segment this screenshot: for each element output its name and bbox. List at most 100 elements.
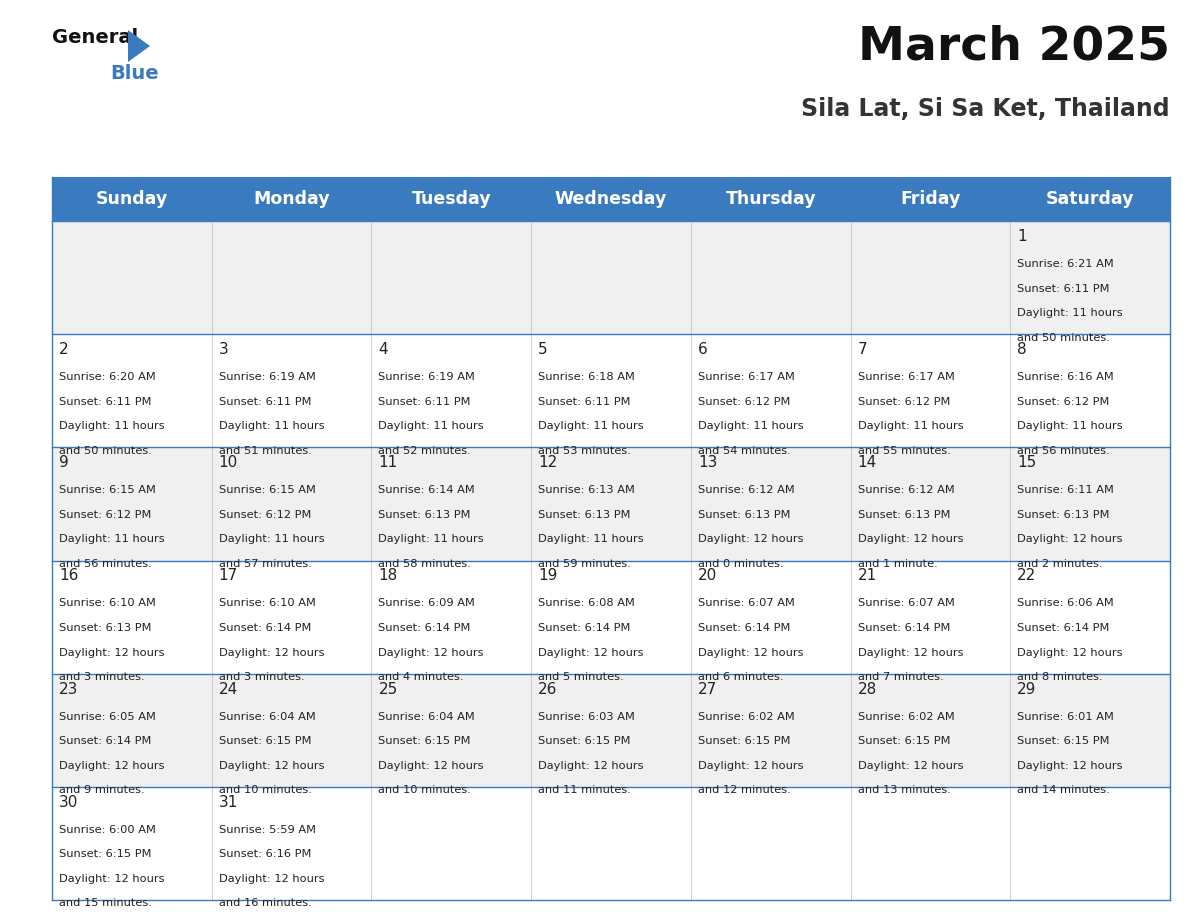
- Text: 31: 31: [219, 795, 238, 810]
- Bar: [52, 787, 1170, 900]
- Text: 5: 5: [538, 342, 548, 357]
- Text: Daylight: 11 hours: Daylight: 11 hours: [219, 534, 324, 544]
- Text: and 52 minutes.: and 52 minutes.: [379, 445, 472, 455]
- Text: and 10 minutes.: and 10 minutes.: [379, 785, 472, 795]
- Text: 13: 13: [697, 455, 718, 470]
- Text: Sunset: 6:12 PM: Sunset: 6:12 PM: [697, 397, 790, 407]
- Text: Daylight: 12 hours: Daylight: 12 hours: [858, 647, 963, 657]
- Text: Sunrise: 6:13 AM: Sunrise: 6:13 AM: [538, 486, 636, 496]
- Text: General: General: [52, 28, 138, 47]
- Text: 9: 9: [59, 455, 69, 470]
- Text: and 55 minutes.: and 55 minutes.: [858, 445, 950, 455]
- Text: Sunset: 6:13 PM: Sunset: 6:13 PM: [858, 509, 950, 520]
- Text: Sunset: 6:11 PM: Sunset: 6:11 PM: [59, 397, 152, 407]
- Text: Daylight: 12 hours: Daylight: 12 hours: [697, 534, 803, 544]
- Text: and 6 minutes.: and 6 minutes.: [697, 672, 783, 682]
- Text: 8: 8: [1017, 342, 1026, 357]
- Text: Wednesday: Wednesday: [555, 190, 668, 208]
- Text: Sunrise: 6:02 AM: Sunrise: 6:02 AM: [697, 711, 795, 722]
- Text: 23: 23: [59, 682, 78, 697]
- Text: Daylight: 11 hours: Daylight: 11 hours: [858, 421, 963, 431]
- Text: Sunrise: 6:15 AM: Sunrise: 6:15 AM: [219, 486, 316, 496]
- Text: 28: 28: [858, 682, 877, 697]
- Text: Sunrise: 6:03 AM: Sunrise: 6:03 AM: [538, 711, 636, 722]
- Text: and 51 minutes.: and 51 minutes.: [219, 445, 311, 455]
- Text: and 56 minutes.: and 56 minutes.: [1017, 445, 1110, 455]
- Text: 25: 25: [379, 682, 398, 697]
- Text: Daylight: 12 hours: Daylight: 12 hours: [219, 647, 324, 657]
- Text: Sunset: 6:14 PM: Sunset: 6:14 PM: [1017, 623, 1110, 633]
- Text: Sunrise: 6:01 AM: Sunrise: 6:01 AM: [1017, 711, 1114, 722]
- Bar: [52, 221, 1170, 334]
- Text: Daylight: 11 hours: Daylight: 11 hours: [1017, 308, 1123, 318]
- Text: Sunday: Sunday: [96, 190, 168, 208]
- Text: Daylight: 12 hours: Daylight: 12 hours: [59, 761, 164, 771]
- Text: Sunset: 6:13 PM: Sunset: 6:13 PM: [538, 509, 631, 520]
- Text: 18: 18: [379, 568, 398, 584]
- Text: Sunset: 6:15 PM: Sunset: 6:15 PM: [59, 849, 152, 859]
- Text: Tuesday: Tuesday: [411, 190, 491, 208]
- Text: 26: 26: [538, 682, 557, 697]
- Text: Daylight: 12 hours: Daylight: 12 hours: [538, 647, 644, 657]
- Text: 1: 1: [1017, 229, 1026, 244]
- Text: Sunset: 6:11 PM: Sunset: 6:11 PM: [219, 397, 311, 407]
- Text: 14: 14: [858, 455, 877, 470]
- Text: Daylight: 12 hours: Daylight: 12 hours: [697, 761, 803, 771]
- Text: Daylight: 11 hours: Daylight: 11 hours: [379, 421, 484, 431]
- Text: Sunset: 6:13 PM: Sunset: 6:13 PM: [379, 509, 470, 520]
- Text: and 5 minutes.: and 5 minutes.: [538, 672, 624, 682]
- Text: Sunrise: 6:07 AM: Sunrise: 6:07 AM: [858, 599, 954, 609]
- Text: Sunrise: 5:59 AM: Sunrise: 5:59 AM: [219, 825, 316, 834]
- Text: 2: 2: [59, 342, 69, 357]
- Text: Sunset: 6:12 PM: Sunset: 6:12 PM: [1017, 397, 1110, 407]
- Text: Daylight: 12 hours: Daylight: 12 hours: [1017, 647, 1123, 657]
- Text: and 7 minutes.: and 7 minutes.: [858, 672, 943, 682]
- Text: Daylight: 12 hours: Daylight: 12 hours: [379, 761, 484, 771]
- Text: Sunset: 6:15 PM: Sunset: 6:15 PM: [538, 736, 631, 746]
- Text: Daylight: 12 hours: Daylight: 12 hours: [219, 761, 324, 771]
- Text: and 11 minutes.: and 11 minutes.: [538, 785, 631, 795]
- Text: 4: 4: [379, 342, 388, 357]
- Text: Sunrise: 6:10 AM: Sunrise: 6:10 AM: [59, 599, 156, 609]
- Text: Sunrise: 6:21 AM: Sunrise: 6:21 AM: [1017, 259, 1114, 269]
- Text: 29: 29: [1017, 682, 1037, 697]
- Text: and 50 minutes.: and 50 minutes.: [1017, 332, 1110, 342]
- Text: and 53 minutes.: and 53 minutes.: [538, 445, 631, 455]
- Text: Sunset: 6:14 PM: Sunset: 6:14 PM: [379, 623, 470, 633]
- Text: and 59 minutes.: and 59 minutes.: [538, 559, 631, 569]
- Text: 24: 24: [219, 682, 238, 697]
- Text: 12: 12: [538, 455, 557, 470]
- Text: 21: 21: [858, 568, 877, 584]
- Text: Daylight: 12 hours: Daylight: 12 hours: [858, 534, 963, 544]
- Text: Sunrise: 6:20 AM: Sunrise: 6:20 AM: [59, 372, 156, 382]
- Text: Daylight: 11 hours: Daylight: 11 hours: [1017, 421, 1123, 431]
- Text: and 16 minutes.: and 16 minutes.: [219, 899, 311, 908]
- Text: Daylight: 12 hours: Daylight: 12 hours: [858, 761, 963, 771]
- Text: Sunset: 6:15 PM: Sunset: 6:15 PM: [219, 736, 311, 746]
- Text: Sunset: 6:13 PM: Sunset: 6:13 PM: [59, 623, 152, 633]
- Text: and 56 minutes.: and 56 minutes.: [59, 559, 152, 569]
- Text: 3: 3: [219, 342, 228, 357]
- Text: Sunrise: 6:16 AM: Sunrise: 6:16 AM: [1017, 372, 1114, 382]
- Text: and 2 minutes.: and 2 minutes.: [1017, 559, 1102, 569]
- Text: 11: 11: [379, 455, 398, 470]
- Text: 20: 20: [697, 568, 718, 584]
- Text: Sunset: 6:14 PM: Sunset: 6:14 PM: [858, 623, 950, 633]
- Text: and 3 minutes.: and 3 minutes.: [59, 672, 145, 682]
- Text: Sunrise: 6:07 AM: Sunrise: 6:07 AM: [697, 599, 795, 609]
- Text: Sunrise: 6:15 AM: Sunrise: 6:15 AM: [59, 486, 156, 496]
- Text: Sunrise: 6:06 AM: Sunrise: 6:06 AM: [1017, 599, 1114, 609]
- Text: Sunset: 6:12 PM: Sunset: 6:12 PM: [219, 509, 311, 520]
- Text: Sunrise: 6:17 AM: Sunrise: 6:17 AM: [858, 372, 954, 382]
- Text: Thursday: Thursday: [726, 190, 816, 208]
- Text: Sunset: 6:12 PM: Sunset: 6:12 PM: [59, 509, 151, 520]
- Text: Daylight: 12 hours: Daylight: 12 hours: [219, 874, 324, 884]
- Text: Sunrise: 6:00 AM: Sunrise: 6:00 AM: [59, 825, 156, 834]
- Text: and 4 minutes.: and 4 minutes.: [379, 672, 465, 682]
- Text: Sunset: 6:15 PM: Sunset: 6:15 PM: [1017, 736, 1110, 746]
- Bar: [52, 177, 1170, 221]
- Text: 19: 19: [538, 568, 557, 584]
- Text: Friday: Friday: [901, 190, 961, 208]
- Polygon shape: [128, 30, 150, 62]
- Text: Sunrise: 6:04 AM: Sunrise: 6:04 AM: [219, 711, 316, 722]
